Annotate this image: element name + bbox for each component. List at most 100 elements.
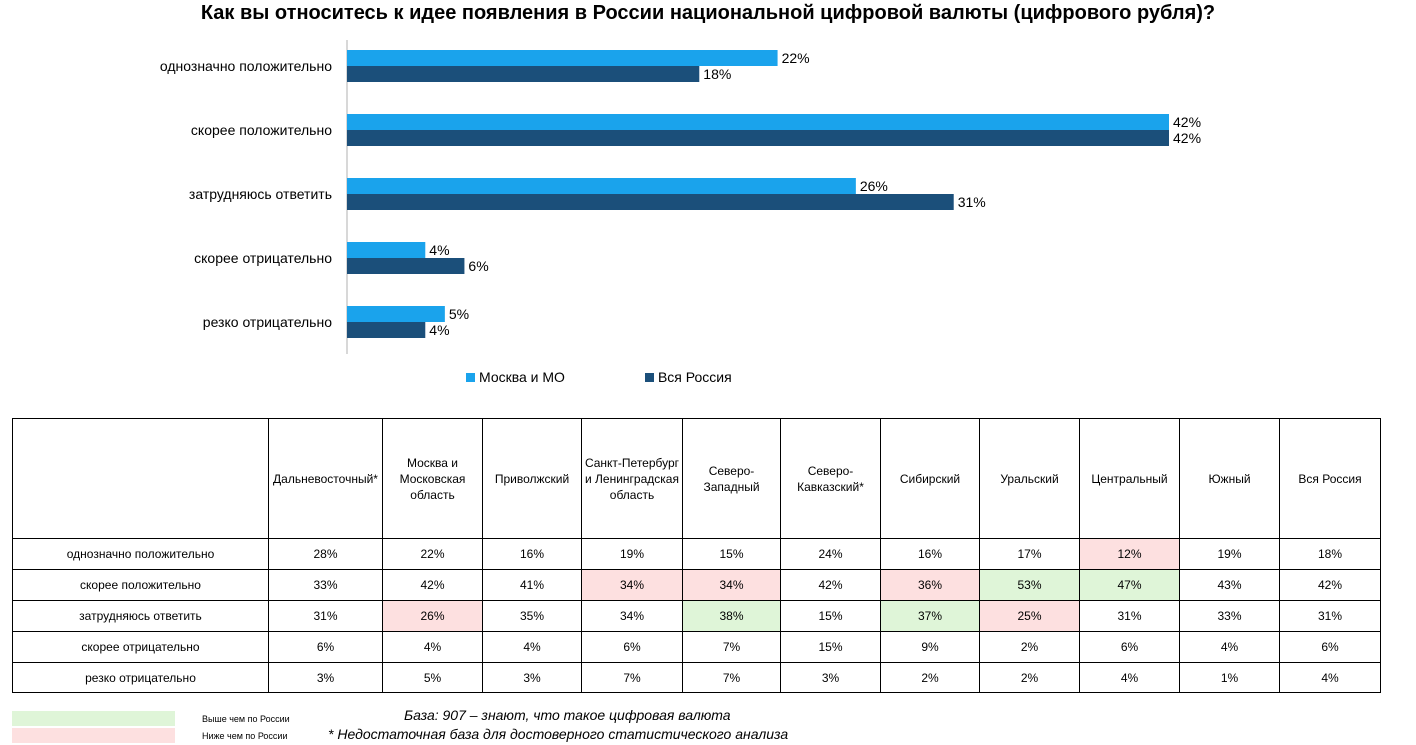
table-cell: 15% bbox=[682, 538, 781, 570]
bar-moscow bbox=[347, 178, 856, 194]
data-label: 42% bbox=[1173, 130, 1201, 146]
table-cell: 41% bbox=[482, 569, 582, 601]
table-cell: 26% bbox=[382, 600, 483, 632]
bar-chart: однозначно положительно 22% 18% скорее поло… bbox=[160, 40, 1201, 354]
table-cell: 42% bbox=[1279, 569, 1381, 601]
data-label: 4% bbox=[429, 242, 449, 258]
bar-russia bbox=[347, 194, 954, 210]
table-cell: 4% bbox=[1079, 662, 1180, 693]
row-label: однозначно положительно bbox=[12, 538, 269, 570]
table-header-row: Дальневосточный* Москва и Московская обла… bbox=[12, 418, 1381, 539]
table-cell: 33% bbox=[1179, 600, 1280, 632]
above-label: Выше чем по России bbox=[202, 713, 290, 724]
column-header: Вся Россия bbox=[1279, 418, 1381, 539]
table-cell: 42% bbox=[780, 569, 881, 601]
table-cell: 4% bbox=[1279, 662, 1381, 693]
table-cell: 24% bbox=[780, 538, 881, 570]
table-cell: 17% bbox=[979, 538, 1080, 570]
column-header: Южный bbox=[1179, 418, 1280, 539]
highlight-legend: Выше чем по России Ниже чем по России bbox=[12, 710, 290, 744]
column-header: Москва и Московская область bbox=[382, 418, 483, 539]
bar-russia bbox=[347, 322, 426, 338]
category-label: резко отрицательно bbox=[203, 314, 332, 330]
legend-item-moscow: Москва и МО bbox=[466, 369, 565, 385]
table-cell: 2% bbox=[979, 662, 1080, 693]
table-cell: 37% bbox=[880, 600, 980, 632]
category-label: однозначно положительно bbox=[160, 58, 332, 74]
table-cell: 25% bbox=[979, 600, 1080, 632]
category-label: скорее положительно bbox=[191, 122, 332, 138]
table-cell: 53% bbox=[979, 569, 1080, 601]
row-label: скорее отрицательно bbox=[12, 631, 269, 663]
footnotes: База: 907 – знают, что такое цифровая ва… bbox=[328, 706, 788, 744]
table-cell: 35% bbox=[482, 600, 582, 632]
column-header: Дальневосточный* bbox=[268, 418, 383, 539]
bar-russia bbox=[347, 66, 700, 82]
table-cell: 31% bbox=[268, 600, 383, 632]
table-cell: 28% bbox=[268, 538, 383, 570]
table-cell: 34% bbox=[581, 569, 683, 601]
bar-russia bbox=[347, 130, 1169, 146]
row-label: скорее положительно bbox=[12, 569, 269, 601]
chart-title: Как вы относитесь к идее появления в Рос… bbox=[200, 2, 1216, 24]
data-label: 18% bbox=[703, 66, 731, 82]
above-swatch bbox=[12, 711, 175, 726]
table-cell: 3% bbox=[780, 662, 881, 693]
bar-moscow bbox=[347, 114, 1169, 130]
table-cell: 1% bbox=[1179, 662, 1280, 693]
table-cell: 18% bbox=[1279, 538, 1381, 570]
table-cell: 2% bbox=[880, 662, 980, 693]
table-cell: 3% bbox=[482, 662, 582, 693]
bar-moscow bbox=[347, 306, 445, 322]
table-cell: 47% bbox=[1079, 569, 1180, 601]
below-label: Ниже чем по России bbox=[202, 730, 288, 741]
column-header: Приволжский bbox=[482, 418, 582, 539]
legend-label-russia: Вся Россия bbox=[657, 369, 732, 385]
table-cell: 19% bbox=[1179, 538, 1280, 570]
column-header: Уральский bbox=[979, 418, 1080, 539]
table-row: скорее отрицательно 6% 4% 4% 6% 7% 15% 9% 2% 6% 4%… bbox=[12, 631, 1381, 663]
data-label: 5% bbox=[449, 306, 469, 322]
table-cell: 7% bbox=[682, 662, 781, 693]
legend-item-russia: Вся Россия bbox=[644, 369, 732, 385]
table-row: резко отрицательно 3% 5% 3% 7% 7% 3% 2% 2% 4% 1% 4% bbox=[12, 662, 1381, 693]
column-header: Санкт-Петербург и Ленинградская область bbox=[581, 418, 683, 539]
table-corner-cell bbox=[12, 418, 269, 539]
table-cell: 34% bbox=[581, 600, 683, 632]
highlight-legend-above: Выше чем по России bbox=[12, 710, 290, 727]
table-cell: 4% bbox=[1179, 631, 1280, 663]
table-cell: 31% bbox=[1279, 600, 1381, 632]
legend-label-moscow: Москва и МО bbox=[479, 369, 565, 385]
table-cell: 6% bbox=[1279, 631, 1381, 663]
table-cell: 15% bbox=[780, 631, 881, 663]
table-cell: 19% bbox=[581, 538, 683, 570]
table-cell: 16% bbox=[482, 538, 582, 570]
base-note: База: 907 – знают, что такое цифровая ва… bbox=[404, 707, 731, 723]
column-header: Северо-Западный bbox=[682, 418, 781, 539]
table-cell: 16% bbox=[880, 538, 980, 570]
table-cell: 42% bbox=[382, 569, 483, 601]
highlight-legend-below: Ниже чем по России bbox=[12, 727, 290, 744]
table-cell: 31% bbox=[1079, 600, 1180, 632]
legend-swatch-russia bbox=[644, 372, 654, 382]
data-label: 6% bbox=[468, 258, 488, 274]
table-cell: 5% bbox=[382, 662, 483, 693]
table-cell: 7% bbox=[581, 662, 683, 693]
category-label: затрудняюсь ответить bbox=[189, 186, 332, 202]
table-row: скорее положительно 33% 42% 41% 34% 34% 42% 36%… bbox=[12, 569, 1381, 601]
table-cell: 7% bbox=[682, 631, 781, 663]
table-row: однозначно положительно 28% 22% 16% 19% 15% 24… bbox=[12, 538, 1381, 570]
table-cell: 3% bbox=[268, 662, 383, 693]
legend-swatch-moscow bbox=[466, 372, 475, 382]
data-label: 31% bbox=[958, 194, 986, 210]
chart-legend: Москва и МО Вся Россия bbox=[466, 369, 732, 385]
data-label: 4% bbox=[429, 322, 449, 338]
table-cell: 4% bbox=[382, 631, 483, 663]
asterisk-note: * Недостаточная база для достоверного ст… bbox=[328, 726, 789, 742]
table-cell: 33% bbox=[268, 569, 383, 601]
table-cell: 38% bbox=[682, 600, 781, 632]
table-cell: 15% bbox=[780, 600, 881, 632]
table-cell: 12% bbox=[1079, 538, 1180, 570]
bar-moscow bbox=[347, 50, 778, 66]
column-header: Северо-Кавказский* bbox=[780, 418, 881, 539]
